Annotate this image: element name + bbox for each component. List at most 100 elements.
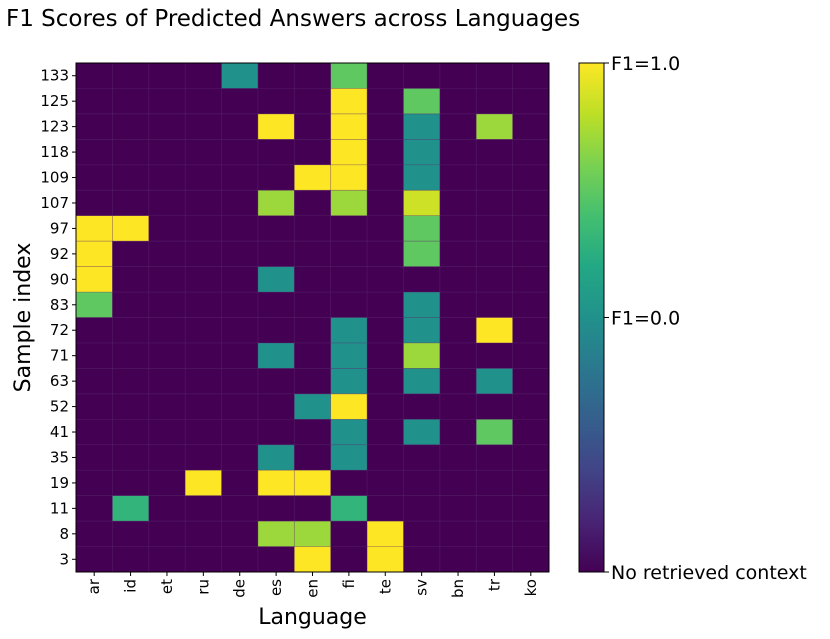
heatmap-cell	[257, 241, 295, 267]
heatmap-cell	[476, 368, 514, 395]
heatmap-cell	[148, 317, 186, 344]
heatmap-cell	[185, 113, 222, 140]
heatmap-cell	[148, 63, 186, 89]
heatmap-cell	[221, 266, 259, 293]
heatmap-cell	[294, 546, 332, 573]
heatmap-cell	[439, 190, 477, 217]
heatmap-cell	[476, 139, 514, 166]
heatmap-cell	[185, 521, 222, 547]
x-tick-label: tr	[485, 578, 503, 591]
heatmap-cell	[257, 266, 295, 293]
heatmap-cell	[330, 495, 368, 522]
heatmap-cell	[367, 190, 404, 217]
heatmap-cell	[76, 190, 113, 217]
colorbar-tick-label: F1=0.0	[611, 308, 680, 330]
heatmap-cell	[367, 139, 404, 166]
heatmap-cell	[512, 63, 550, 89]
heatmap-cell	[512, 215, 550, 242]
heatmap-cell	[330, 63, 368, 89]
y-tick-label: 41	[50, 423, 69, 441]
heatmap-cell	[330, 368, 368, 395]
heatmap-cell	[294, 393, 332, 420]
heatmap-cell	[257, 393, 295, 420]
heatmap-cell	[294, 292, 332, 318]
heatmap-cell	[221, 190, 259, 217]
heatmap-cell	[512, 88, 550, 115]
heatmap-cell	[112, 368, 150, 395]
heatmap-cell	[185, 164, 222, 191]
heatmap-cell	[403, 266, 441, 293]
heatmap-cell	[257, 546, 295, 573]
heatmap-cell	[112, 546, 150, 573]
heatmap-cell	[221, 164, 259, 191]
heatmap-cell	[439, 215, 477, 242]
heatmap-cell	[367, 368, 404, 395]
heatmap-cell	[439, 266, 477, 293]
heatmap-cell	[367, 113, 404, 140]
heatmap-cell	[403, 546, 441, 573]
heatmap-cell	[512, 317, 550, 344]
heatmap-cell	[112, 113, 150, 140]
heatmap-cell	[367, 215, 404, 242]
heatmap-cell	[367, 495, 404, 522]
y-tick-label: 90	[50, 270, 69, 288]
heatmap-cell	[403, 63, 441, 89]
y-tick-label: 3	[59, 550, 69, 568]
heatmap-cell	[294, 88, 332, 115]
heatmap-cell	[476, 393, 514, 420]
x-tick-label: sv	[413, 579, 431, 596]
heatmap-cell	[257, 139, 295, 166]
heatmap-cell	[512, 292, 550, 318]
heatmap-cell	[367, 164, 404, 191]
x-tick-label: te	[376, 579, 394, 594]
heatmap-cell	[330, 139, 368, 166]
heatmap-cell	[112, 164, 150, 191]
heatmap-cell	[330, 393, 368, 420]
heatmap-cell	[476, 190, 514, 217]
heatmap-cell	[148, 393, 186, 420]
heatmap-cell	[439, 113, 477, 140]
heatmap-cell	[330, 190, 368, 217]
heatmap-cell	[257, 521, 295, 547]
heatmap-cell	[148, 546, 186, 573]
heatmap-cell	[221, 292, 259, 318]
heatmap-cell	[403, 139, 441, 166]
heatmap-cell	[112, 63, 150, 89]
heatmap-cell	[512, 419, 550, 446]
heatmap-cell	[512, 266, 550, 293]
heatmap-cell	[476, 495, 514, 522]
heatmap-cell	[330, 164, 368, 191]
y-tick-label: 35	[50, 448, 69, 466]
heatmap-cell	[221, 521, 259, 547]
colorbar-tick-label: F1=1.0	[611, 53, 680, 75]
heatmap-cell	[367, 266, 404, 293]
colorbar	[578, 62, 605, 573]
y-tick-label: 11	[50, 499, 69, 517]
heatmap-cell	[403, 470, 441, 497]
heatmap-cell	[439, 368, 477, 395]
y-tick-label: 52	[50, 398, 69, 416]
heatmap-cell	[221, 393, 259, 420]
heatmap-cells	[76, 63, 550, 573]
heatmap-cell	[512, 521, 550, 547]
heatmap-cell	[148, 470, 186, 497]
heatmap-cell	[185, 190, 222, 217]
heatmap-cell	[439, 63, 477, 89]
heatmap-cell	[330, 215, 368, 242]
heatmap-cell	[476, 266, 514, 293]
y-tick-label: 125	[40, 92, 69, 110]
heatmap-cell	[257, 444, 295, 471]
heatmap-cell	[185, 215, 222, 242]
heatmap-cell	[439, 393, 477, 420]
heatmap-cell	[294, 368, 332, 395]
heatmap-cell	[257, 113, 295, 140]
heatmap-cell	[330, 444, 368, 471]
heatmap-cell	[403, 113, 441, 140]
heatmap-cell	[185, 444, 222, 471]
heatmap-cell	[294, 317, 332, 344]
chart-title: F1 Scores of Predicted Answers across La…	[6, 6, 581, 32]
y-tick-label: 71	[50, 347, 69, 365]
heatmap-cell	[330, 317, 368, 344]
heatmap-cell	[439, 419, 477, 446]
heatmap-cell	[512, 444, 550, 471]
